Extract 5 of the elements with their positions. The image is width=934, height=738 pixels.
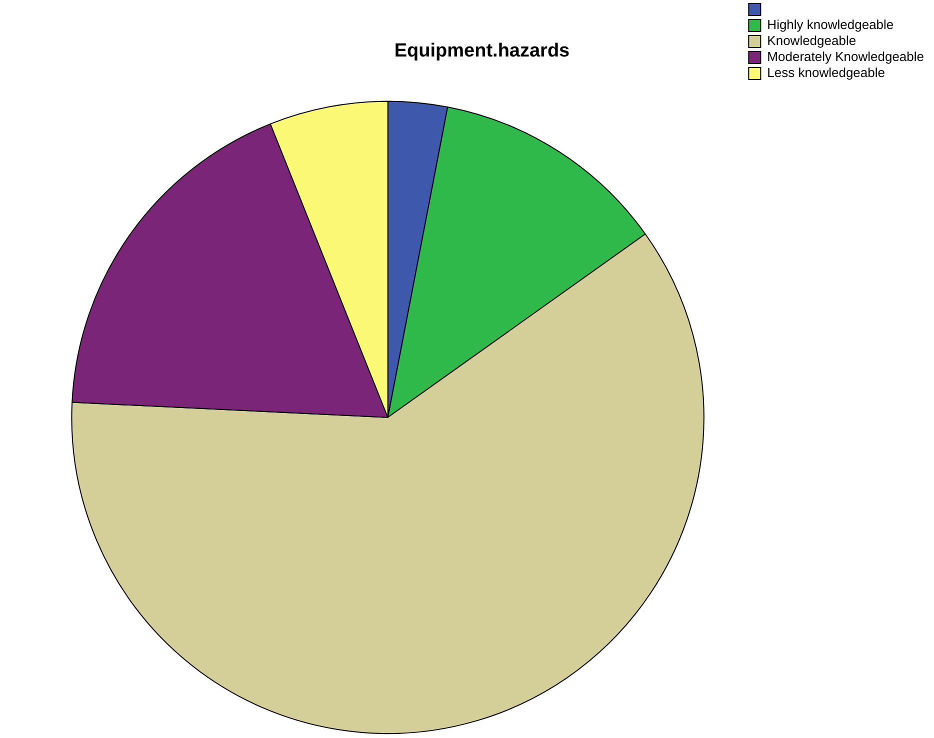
legend-label: Less knowledgeable: [767, 65, 885, 80]
text: Equipment.hazards: [394, 40, 570, 62]
legend-label: Knowledgeable: [767, 33, 856, 48]
legend-label: Moderately Knowledgeable: [767, 49, 924, 64]
legend-label: Highly knowledgeable: [767, 17, 894, 32]
